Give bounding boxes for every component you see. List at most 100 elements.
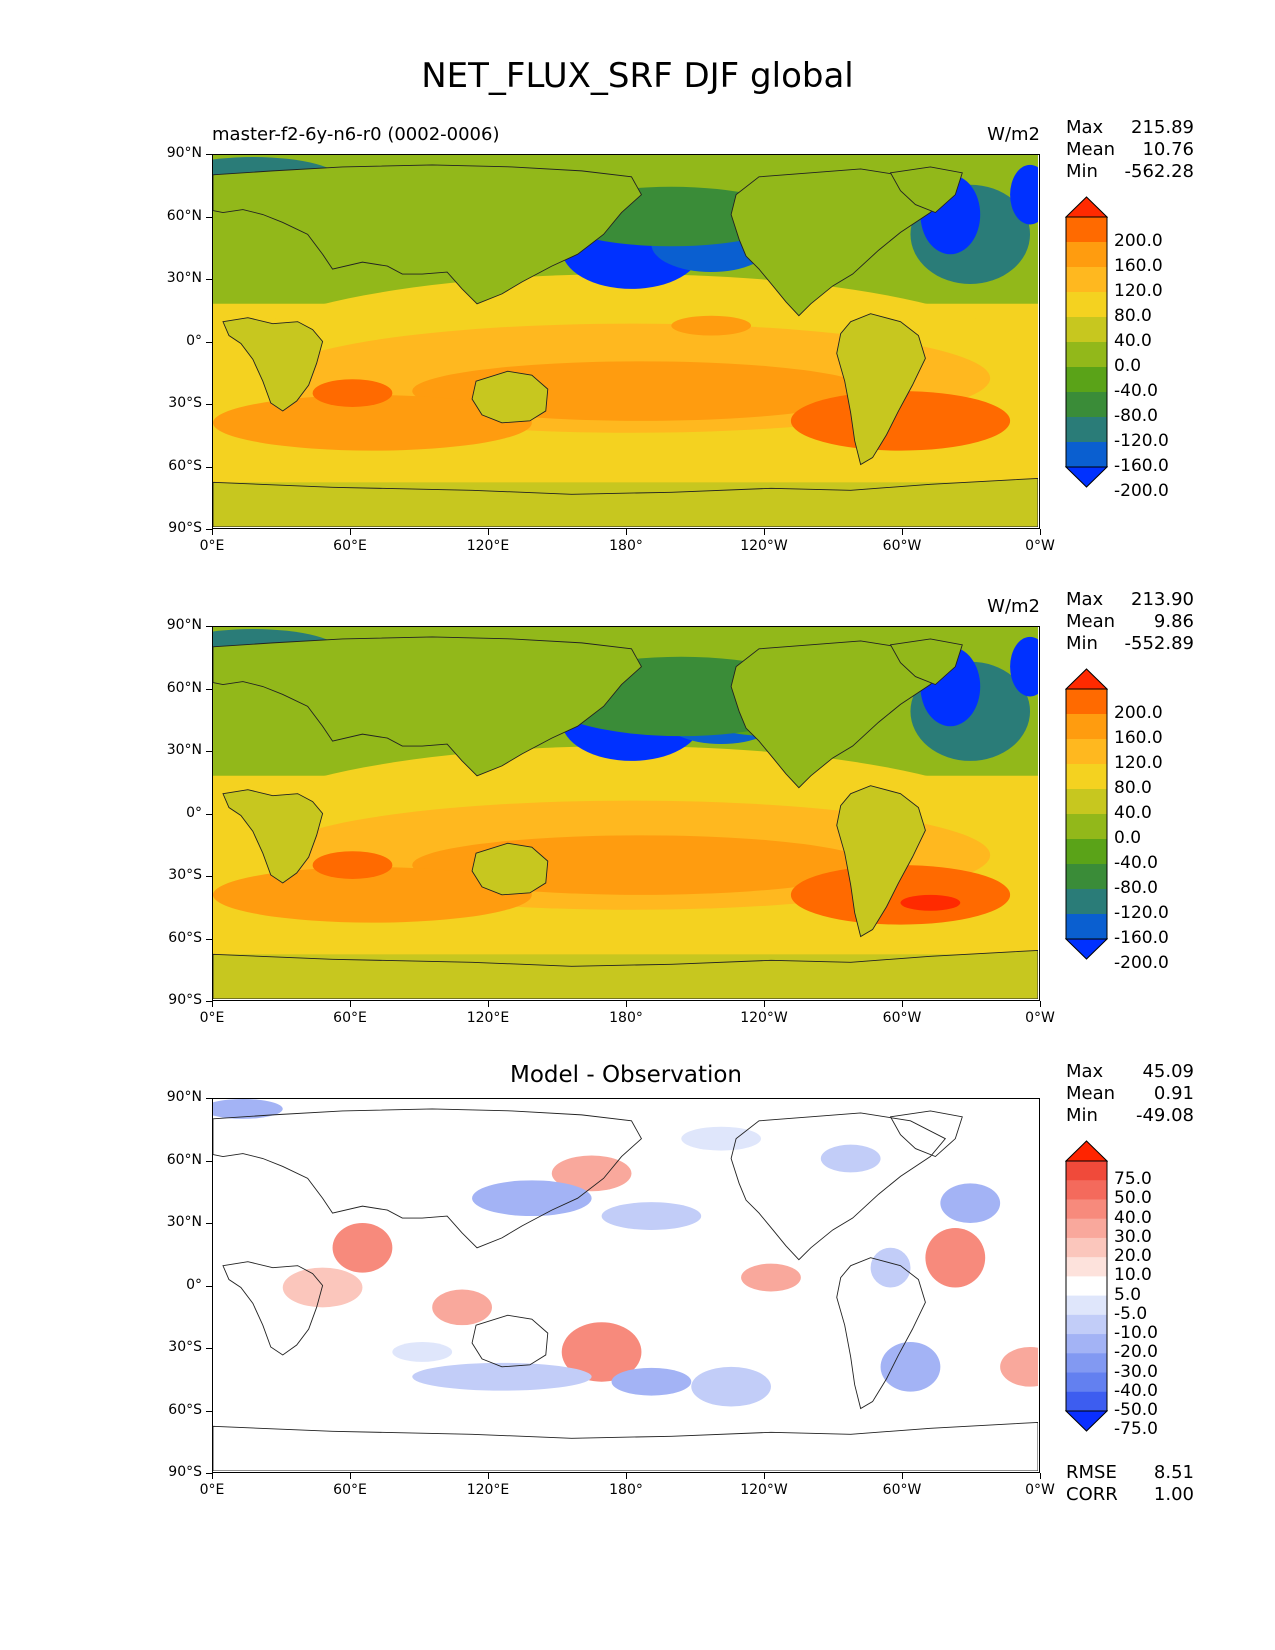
colorbar-extend-min (1065, 938, 1108, 960)
lat-tick-mark (206, 938, 212, 940)
coastline-samerica (836, 785, 926, 938)
colorbar-segment-9 (1066, 417, 1107, 443)
colorbar-segment-7 (1066, 367, 1107, 393)
colorbar-level-label: -80.0 (1114, 878, 1158, 898)
colorbar-segment-8 (1066, 864, 1107, 890)
colorbar-extend-max (1065, 1140, 1108, 1162)
colorbar-level-label: 0.0 (1114, 828, 1142, 848)
lon-tick-label: 180° (609, 1010, 643, 1026)
lat-tick-mark (206, 154, 212, 155)
stat-value: -552.89 (1124, 633, 1194, 654)
field-contour-11 (412, 1362, 592, 1391)
colorbar-level-label: -80.0 (1114, 406, 1158, 426)
colorbar-segment-10 (1066, 1334, 1107, 1354)
field-contour-4 (790, 391, 1011, 451)
lon-tick-label: 0°W (1025, 1482, 1055, 1498)
lon-tick-label: 120°E (466, 1010, 510, 1026)
stat-value: -562.28 (1124, 161, 1194, 182)
colorbar-level-label: -120.0 (1114, 431, 1169, 451)
colorbar-level-label: -160.0 (1114, 928, 1169, 948)
coastline-namerica (730, 1112, 947, 1261)
map-field-svg (213, 627, 1038, 999)
colorbar-level-label: -120.0 (1114, 903, 1169, 923)
lat-tick-mark (206, 1410, 212, 1412)
lon-tick-mark (212, 1001, 213, 1007)
field-contour-15 (611, 1367, 692, 1396)
lon-tick-mark (350, 529, 351, 535)
field-contour-16 (691, 1366, 771, 1407)
colorbar-level-label: 5.0 (1114, 1284, 1142, 1305)
colorbar-segment-8 (1066, 1295, 1107, 1316)
lon-tick-mark (212, 529, 213, 535)
lon-tick-mark (212, 1473, 213, 1479)
lat-tick-label: 30°S (168, 867, 202, 883)
map-panel (212, 1098, 1040, 1473)
figure-title: NET_FLUX_SRF DJF global (421, 56, 854, 96)
colorbar-segment-12 (1066, 1372, 1107, 1393)
lon-tick-label: 180° (609, 538, 643, 554)
field-contour-4 (790, 865, 1011, 925)
field-contour-3 (213, 395, 532, 451)
field-contour-4 (561, 1322, 642, 1382)
stat-row: Min -562.28 (1066, 161, 1194, 183)
lon-tick-label: 60°W (882, 1482, 922, 1498)
stat-row: Min -552.89 (1066, 633, 1194, 655)
panel-stats: Max 45.09 Mean 0.91 Min -49.08 (1066, 1061, 1194, 1127)
lon-tick-label: 60°W (882, 1010, 922, 1026)
colorbar-level-label: 160.0 (1114, 728, 1163, 748)
lat-tick-label: 90°N (166, 617, 202, 633)
lat-tick-mark (206, 1223, 212, 1224)
lon-tick-label: 0°E (199, 1482, 225, 1498)
lat-tick-mark (206, 404, 212, 405)
lat-tick-label: 90°N (166, 145, 202, 161)
lat-tick-label: 60°N (166, 207, 202, 224)
coastline-eurasia (213, 164, 643, 305)
panel-center-title: Model - Observation (509, 1062, 743, 1088)
colorbar-level-label: -40.0 (1114, 1380, 1158, 1401)
colorbar (1065, 668, 1108, 960)
map-field-svg (213, 1099, 1038, 1471)
stat-row: Mean 9.86 (1066, 611, 1194, 633)
colorbar-segment-8 (1066, 392, 1107, 418)
lon-tick-mark (626, 1001, 627, 1007)
colorbar-segment-6 (1066, 1257, 1107, 1277)
colorbar-level-label: -10.0 (1114, 1323, 1158, 1344)
lat-tick-label: 30°N (166, 742, 202, 758)
lat-tick-label: 60°S (168, 457, 202, 474)
stat-value: 45.09 (1142, 1061, 1194, 1082)
stat-label: Min (1066, 633, 1098, 654)
colorbar-level-label: -50.0 (1114, 1400, 1158, 1420)
stat-value: 215.89 (1131, 117, 1194, 138)
field-contour-18 (681, 1126, 762, 1151)
colorbar-level-label: -200.0 (1114, 953, 1169, 973)
colorbar-segment-9 (1066, 889, 1107, 915)
lon-tick-mark (1040, 1473, 1041, 1479)
lat-tick-mark (206, 279, 212, 280)
field-contour-10 (392, 1342, 453, 1362)
lon-tick-label: 0°E (199, 1010, 225, 1026)
stat-row: Max 45.09 (1066, 1061, 1194, 1083)
lon-tick-mark (902, 529, 903, 535)
stat-label: RMSE (1066, 1462, 1117, 1483)
colorbar-segment-1 (1066, 689, 1107, 715)
coastline-greenland (889, 166, 963, 214)
lat-tick-label: 90°S (168, 1464, 202, 1480)
lon-tick-mark (488, 1001, 489, 1007)
lon-tick-mark (350, 1473, 351, 1479)
stat-row: Min -49.08 (1066, 1105, 1194, 1127)
colorbar-level-label: 200.0 (1114, 231, 1163, 251)
colorbar-level-label: 120.0 (1114, 281, 1163, 301)
colorbar (1065, 196, 1108, 488)
panel-extra-stats: RMSE 8.51 CORR 1.00 (1066, 1462, 1194, 1506)
lat-tick-label: 0° (186, 804, 202, 821)
field-contour-5 (900, 894, 961, 911)
colorbar-level-label: -5.0 (1114, 1303, 1148, 1324)
lat-tick-mark (206, 813, 212, 815)
lat-tick-mark (206, 1001, 212, 1002)
colorbar-level-label: 120.0 (1114, 753, 1163, 773)
field-contour-6 (432, 1289, 492, 1326)
panel-units: W/m2 (987, 124, 1040, 145)
field-contour-9 (601, 1202, 702, 1230)
colorbar-level-label: 40.0 (1114, 331, 1152, 351)
colorbar-level-label: -40.0 (1114, 853, 1158, 873)
